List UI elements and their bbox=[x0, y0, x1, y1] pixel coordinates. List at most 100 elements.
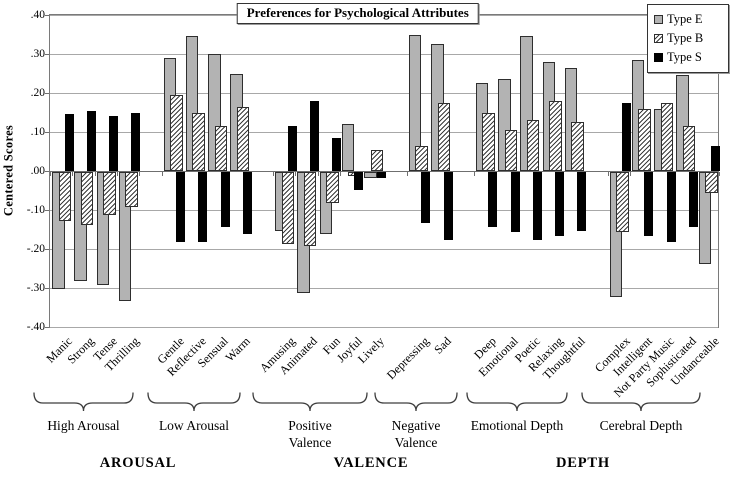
gridline bbox=[50, 171, 718, 172]
y-axis-tick-label: .30 bbox=[30, 48, 45, 60]
bar-type-b bbox=[437, 102, 451, 171]
group-label-line: Negative bbox=[391, 418, 441, 433]
bar-type-b bbox=[214, 126, 228, 171]
group-label-line: Low Arousal bbox=[158, 418, 230, 433]
section-label: AROUSAL bbox=[99, 455, 177, 471]
y-axis-tick-label: .00 bbox=[30, 165, 45, 177]
y-axis-tick-label: -.40 bbox=[26, 321, 45, 333]
bar-type-e bbox=[341, 124, 355, 171]
bar-type-b bbox=[125, 172, 138, 208]
plot-area bbox=[49, 14, 719, 328]
y-axis-tick-label: .20 bbox=[30, 87, 45, 99]
category-axis-tick bbox=[339, 172, 341, 176]
group-label: Emotional Depth bbox=[442, 418, 592, 435]
bar-type-b bbox=[526, 120, 540, 171]
y-axis-tick bbox=[45, 132, 49, 133]
bar-type-s bbox=[532, 172, 542, 241]
group-label-line: Cerebral Depth bbox=[599, 418, 683, 433]
gridline bbox=[50, 93, 718, 94]
bar-type-s bbox=[131, 112, 141, 171]
y-axis-tick-label: -.10 bbox=[26, 204, 45, 216]
category-axis-tick bbox=[295, 172, 297, 176]
legend-item-type-b: Type B bbox=[654, 29, 724, 48]
legend-item-type-s: Type S bbox=[654, 48, 724, 67]
bar-type-s bbox=[443, 172, 453, 241]
y-axis-tick bbox=[45, 210, 49, 211]
legend-swatch-type-e-icon bbox=[654, 15, 663, 24]
bar-type-s bbox=[354, 172, 364, 190]
y-axis-tick bbox=[45, 327, 49, 328]
group-label-line: Positive bbox=[288, 418, 332, 433]
category-axis-tick bbox=[607, 172, 609, 176]
bar-type-s bbox=[421, 172, 431, 223]
gridline bbox=[50, 54, 718, 55]
bar-type-e bbox=[698, 172, 712, 264]
category-axis-tick bbox=[72, 172, 74, 176]
category-axis-tick bbox=[161, 172, 163, 176]
bar-type-b bbox=[571, 122, 584, 171]
y-axis-tick bbox=[45, 93, 49, 94]
legend-swatch-type-s-icon bbox=[654, 53, 663, 62]
bar-type-b bbox=[281, 172, 294, 245]
bar-type-s bbox=[242, 172, 252, 235]
section-label: VALENCE bbox=[333, 455, 409, 471]
bar-type-s bbox=[86, 110, 96, 171]
bar-type-s bbox=[711, 145, 721, 171]
category-axis-tick bbox=[406, 172, 408, 176]
bar-type-b bbox=[58, 172, 71, 221]
y-axis-tick bbox=[45, 288, 49, 289]
bar-type-b bbox=[549, 100, 562, 171]
bar-type-b bbox=[192, 112, 205, 171]
y-axis-tick bbox=[45, 15, 49, 16]
y-axis-tick-label: -.30 bbox=[26, 282, 45, 294]
bar-type-b bbox=[616, 172, 629, 233]
group-label-line: High Arousal bbox=[47, 418, 120, 433]
bar-type-s bbox=[332, 137, 342, 171]
bar-type-s bbox=[666, 172, 676, 243]
bar-type-s bbox=[64, 114, 74, 171]
legend-item-type-e: Type E bbox=[654, 10, 724, 29]
gridline bbox=[50, 288, 718, 289]
gridline bbox=[50, 327, 718, 328]
legend-swatch-type-b-icon bbox=[654, 34, 663, 43]
bar-type-s bbox=[220, 172, 230, 227]
bar-type-s bbox=[688, 172, 698, 227]
category-axis-tick bbox=[94, 172, 96, 176]
bar-type-b bbox=[705, 172, 718, 194]
legend-label-type-s: Type S bbox=[667, 50, 702, 64]
y-axis-tick bbox=[45, 54, 49, 55]
legend-label-type-b: Type B bbox=[667, 31, 704, 45]
group-label: Negative Valence bbox=[341, 418, 491, 451]
group-label: High Arousal bbox=[9, 418, 159, 435]
y-axis-tick bbox=[45, 171, 49, 172]
chart-title: Preferences for Psychological Attributes bbox=[236, 3, 479, 24]
bar-type-b bbox=[660, 102, 674, 171]
group-label: Cerebral Depth bbox=[566, 418, 716, 435]
bar-type-s bbox=[376, 172, 386, 178]
category-axis-tick bbox=[139, 172, 141, 176]
bar-type-s bbox=[109, 116, 119, 171]
gridline bbox=[50, 210, 718, 211]
bar-type-s bbox=[510, 172, 520, 233]
section-label: DEPTH bbox=[556, 455, 610, 471]
gridline bbox=[50, 249, 718, 250]
bar-type-s bbox=[198, 172, 208, 243]
bar-type-s bbox=[555, 172, 565, 237]
y-axis-tick-label: .40 bbox=[30, 9, 45, 21]
bar-type-b bbox=[303, 172, 317, 247]
category-axis-tick bbox=[273, 172, 274, 176]
group-label-line: Emotional Depth bbox=[470, 418, 564, 433]
category-axis-tick bbox=[629, 172, 631, 176]
group-label-line: Valence bbox=[394, 434, 438, 450]
legend-label-type-e: Type E bbox=[667, 12, 703, 26]
category-axis-tick bbox=[50, 172, 51, 176]
group-label: Low Arousal bbox=[119, 418, 269, 435]
bar-type-s bbox=[309, 100, 319, 171]
category-axis-tick bbox=[473, 172, 475, 176]
category-axis-tick bbox=[317, 172, 319, 176]
bar-type-s bbox=[622, 102, 631, 171]
bar-type-b bbox=[482, 112, 495, 171]
bar-type-e bbox=[364, 172, 377, 178]
bar-type-b bbox=[103, 172, 116, 215]
